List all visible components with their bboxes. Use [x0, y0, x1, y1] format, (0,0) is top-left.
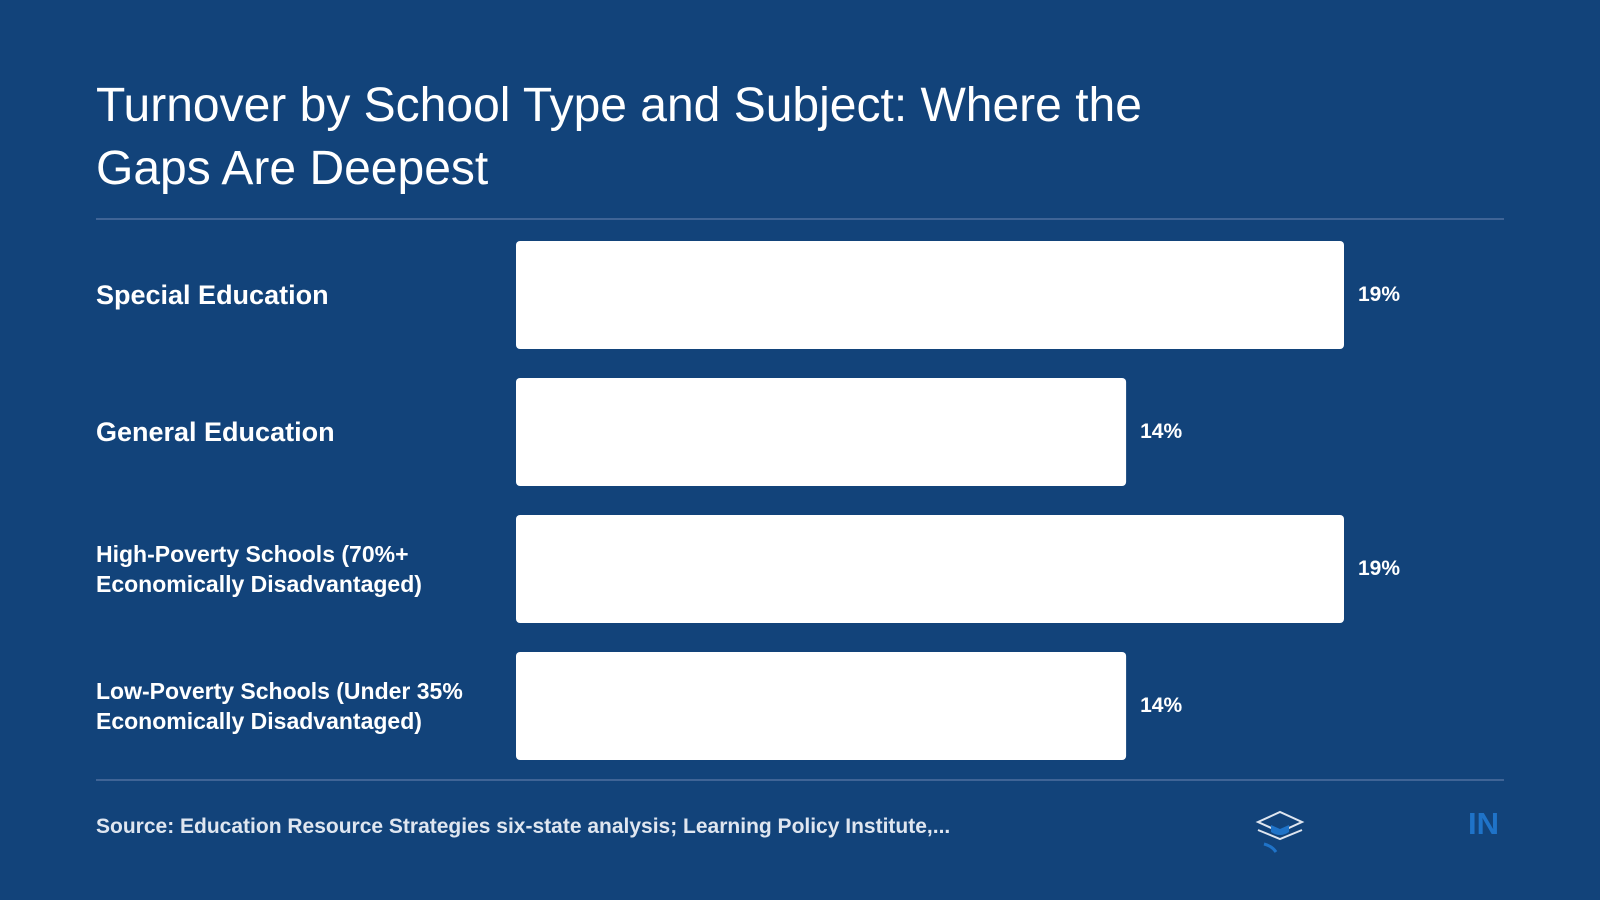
value-label: 19%	[1358, 557, 1401, 580]
source-note: Source: Education Resource Strategies si…	[96, 815, 951, 838]
logo-swoosh	[1263, 842, 1278, 853]
category-label: General Education	[96, 417, 335, 447]
category-label: High-Poverty Schools (70%+ Economically …	[96, 541, 422, 597]
logo-line	[1257, 829, 1303, 841]
bar	[516, 241, 1344, 349]
category-label: Special Education	[96, 280, 329, 310]
bar	[516, 652, 1127, 760]
value-label: 14%	[1140, 420, 1183, 443]
separator	[96, 779, 1504, 781]
value-label: 14%	[1140, 694, 1183, 717]
bar	[516, 515, 1344, 623]
chart-title: Turnover by School Type and Subject: Whe…	[96, 79, 1142, 195]
bar	[516, 378, 1127, 486]
brand-mark: IN	[1468, 806, 1499, 841]
logo-shape	[1271, 825, 1289, 835]
value-label: 19%	[1358, 283, 1401, 306]
separator	[96, 218, 1504, 220]
category-label: Low-Poverty Schools (Under 35% Economica…	[96, 678, 463, 734]
logo-icon	[1255, 810, 1305, 853]
